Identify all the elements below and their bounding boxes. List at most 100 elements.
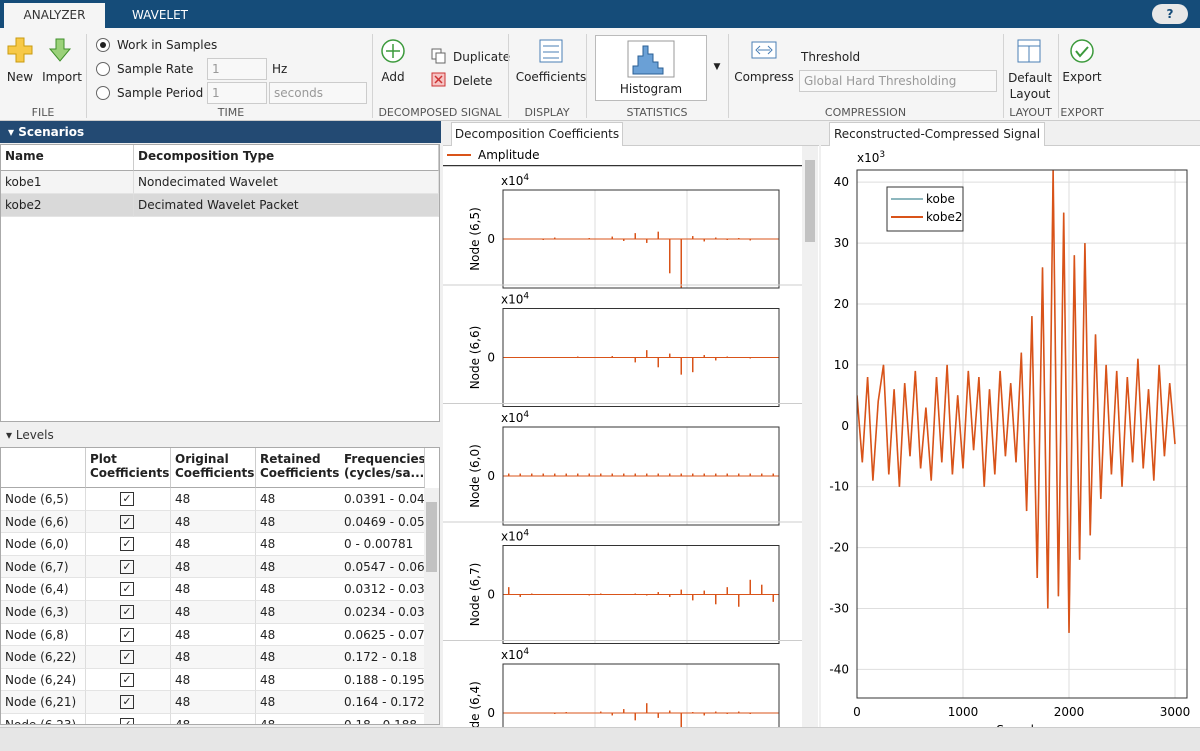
- table-cell: 48: [171, 714, 256, 724]
- table-cell: 0.0234 - 0.03...: [340, 601, 425, 624]
- axes-box: [856, 169, 1188, 699]
- table-cell: 0.0391 - 0.04...: [340, 488, 425, 511]
- axis-multiplier: x104: [501, 173, 529, 188]
- section-label: EXPORT: [1060, 106, 1104, 119]
- tab[interactable]: ANALYZER: [4, 3, 105, 28]
- tab[interactable]: WAVELET: [131, 8, 189, 22]
- section-label: FILE: [31, 106, 55, 119]
- checkbox[interactable]: ✓: [120, 559, 134, 574]
- unit-dropdown[interactable]: seconds: [269, 82, 367, 104]
- separator: [508, 34, 509, 118]
- table-cell: 48: [171, 646, 256, 669]
- table-cell: 48: [256, 488, 341, 511]
- axis-multiplier: x104: [501, 647, 529, 662]
- table-cell: 48: [256, 601, 341, 624]
- decomposition-legend: Amplitude: [443, 148, 802, 166]
- default-layout-button[interactable]: Default Layout: [1008, 71, 1052, 101]
- checkbox[interactable]: ✓: [120, 718, 134, 724]
- y-tick-label: -20: [829, 541, 849, 555]
- radio[interactable]: [96, 86, 110, 100]
- status-bar: [0, 727, 1200, 751]
- levels-table: Plot Coefficients Original Coefficients Re…: [0, 447, 440, 725]
- radio[interactable]: [96, 38, 110, 52]
- gallery-expand[interactable]: ▼: [713, 62, 721, 72]
- new-button[interactable]: New: [6, 70, 34, 84]
- table-cell[interactable]: Decimated Wavelet Packet: [134, 194, 439, 217]
- coefficients-button[interactable]: Coefficients: [515, 70, 587, 84]
- table-cell: Node (6,21): [1, 691, 86, 714]
- table-cell: 0.0625 - 0.07...: [340, 623, 425, 647]
- y-axis-label: Node (6,4): [468, 681, 482, 727]
- signal-line: [857, 170, 1176, 633]
- section-label: COMPRESSION: [824, 106, 907, 119]
- table-cell[interactable]: kobe2: [1, 194, 134, 217]
- checkbox[interactable]: ✓: [120, 672, 134, 687]
- table-cell[interactable]: kobe1: [1, 171, 134, 194]
- compress-button[interactable]: Compress: [734, 70, 794, 84]
- table-cell: Node (6,0): [1, 533, 86, 556]
- scenarios-header: ▾ Scenarios: [0, 121, 441, 143]
- checkbox[interactable]: ✓: [120, 605, 134, 619]
- column-header: Decomposition Type: [134, 145, 439, 171]
- threshold-dropdown[interactable]: Global Hard Thresholding: [799, 70, 997, 92]
- legend: [886, 186, 964, 232]
- y-tick-label: -40: [829, 662, 849, 676]
- table-cell: 48: [256, 510, 341, 534]
- threshold-label: Threshold: [801, 50, 861, 64]
- scrollbar[interactable]: [802, 146, 818, 727]
- multiplier-base: x10: [501, 530, 523, 544]
- delete-button[interactable]: Delete: [453, 74, 493, 88]
- radio-label: Sample Rate: [117, 62, 194, 76]
- y-tick-label: 0: [841, 419, 849, 433]
- table-cell: 0.164 - 0.172: [340, 691, 425, 714]
- scrollbar[interactable]: [424, 488, 439, 724]
- multiplier-exponent: 4: [523, 647, 529, 657]
- table-cell: 48: [171, 691, 256, 714]
- panel-tab[interactable]: Reconstructed-Compressed Signal: [829, 122, 1045, 146]
- column-header: [1, 448, 86, 488]
- y-axis-label: Node (6,6): [468, 326, 482, 390]
- checkbox[interactable]: ✓: [120, 627, 134, 642]
- table-cell: ✓: [86, 691, 171, 714]
- table-cell: Node (6,24): [1, 668, 86, 692]
- scenarios-table: Name Decomposition Type kobe1 Nondecimated …: [0, 144, 440, 422]
- separator: [1003, 34, 1004, 118]
- section-label: DECOMPOSED SIGNAL: [378, 106, 502, 119]
- sample-rate-input[interactable]: 1: [207, 58, 267, 80]
- axes-box: [502, 663, 780, 727]
- y-tick-label: 10: [834, 358, 849, 372]
- axis-multiplier: x104: [501, 410, 529, 425]
- checkbox[interactable]: ✓: [120, 695, 134, 710]
- table-cell: 48: [171, 555, 256, 579]
- table-cell: 48: [256, 668, 341, 692]
- y-tick-label: 0: [487, 588, 495, 602]
- checkbox[interactable]: ✓: [120, 650, 134, 665]
- checkbox[interactable]: ✓: [120, 537, 134, 552]
- signal-chart: -40 -30 -20 -10 0 10 20 30 40 0 1000 2000 3000 x103 Sa…: [829, 150, 1190, 727]
- help-button[interactable]: ?: [1152, 4, 1188, 24]
- column-header: Retained Coefficients: [256, 448, 341, 488]
- table-cell: Node (6,6): [1, 510, 86, 534]
- y-tick-label: 20: [834, 297, 849, 311]
- radio[interactable]: [96, 62, 110, 76]
- import-button[interactable]: Import: [42, 70, 82, 84]
- panel-tab[interactable]: Decomposition Coefficients: [451, 122, 623, 146]
- duplicate-button[interactable]: Duplicate: [453, 50, 511, 64]
- export-button[interactable]: Export: [1062, 70, 1102, 84]
- checkbox[interactable]: ✓: [120, 582, 134, 597]
- sample-period-input[interactable]: 1: [207, 82, 267, 104]
- decomposition-panel: [443, 121, 819, 727]
- table-cell: 48: [171, 533, 256, 556]
- add-button[interactable]: Add: [381, 70, 405, 84]
- section-label: DISPLAY: [524, 106, 570, 119]
- table-cell: Node (6,3): [1, 601, 86, 624]
- multiplier-exponent: 3: [879, 150, 885, 160]
- table-cell: Node (6,5): [1, 488, 86, 511]
- table-cell: ✓: [86, 601, 171, 624]
- separator: [372, 34, 373, 118]
- multiplier-base: x10: [857, 151, 879, 165]
- histogram-button[interactable]: Histogram: [619, 82, 683, 96]
- checkbox[interactable]: ✓: [120, 514, 134, 529]
- checkbox[interactable]: ✓: [120, 492, 134, 506]
- table-cell[interactable]: Nondecimated Wavelet: [134, 171, 439, 194]
